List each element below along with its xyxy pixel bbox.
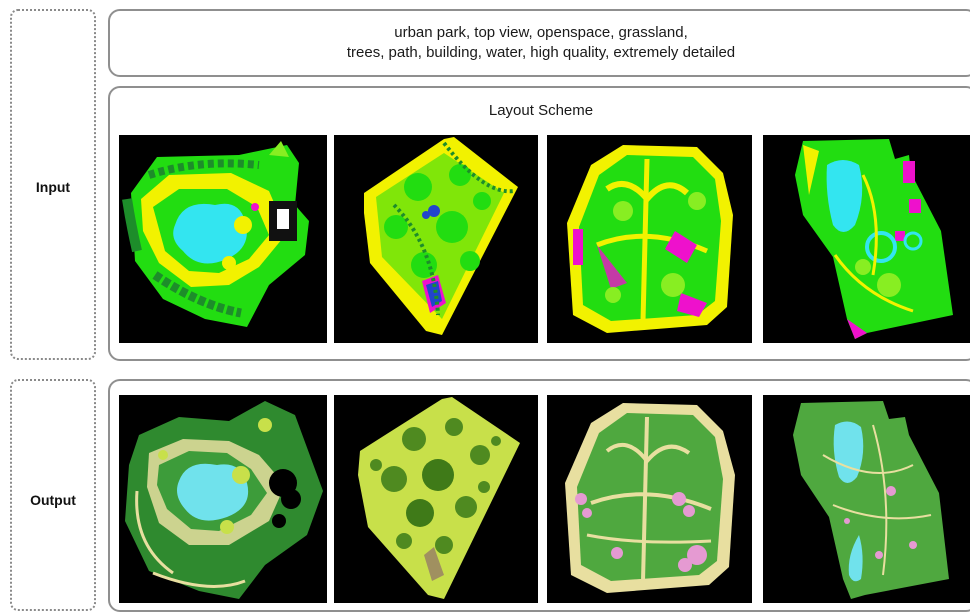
output-label: Output (30, 492, 76, 508)
prompt-frame: urban park, top view, openspace, grassla… (108, 9, 970, 77)
layout-scheme-title: Layout Scheme (488, 102, 594, 119)
output-render-image-4 (763, 395, 970, 603)
output-render-image-2 (334, 395, 538, 603)
prompt-text: urban park, top view, openspace, grassla… (110, 23, 970, 63)
output-section-box: Output (10, 379, 96, 611)
input-layout-image-2 (334, 135, 538, 343)
prompt-line-2: trees, path, building, water, high quali… (346, 44, 736, 61)
input-layout-image-1 (119, 135, 327, 343)
output-render-image-3 (547, 395, 752, 603)
input-layout-image-3 (547, 135, 752, 343)
output-render-image-1 (119, 395, 327, 603)
input-label: Input (35, 179, 71, 195)
prompt-line-1: urban park, top view, openspace, grassla… (394, 24, 688, 41)
input-section-box: Input (10, 9, 96, 360)
input-layout-image-4 (763, 135, 970, 343)
